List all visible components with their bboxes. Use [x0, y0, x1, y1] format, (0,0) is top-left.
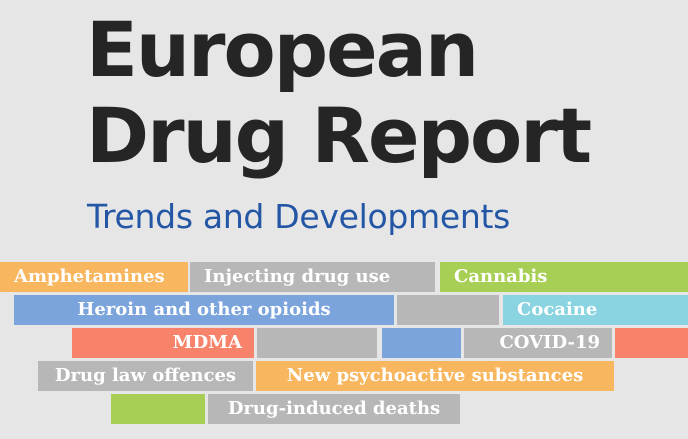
title-line-1: European — [86, 5, 479, 94]
title-line-2: Drug Report — [86, 91, 592, 180]
topic-drug-law-offences: Drug law offences — [38, 361, 253, 391]
grey-block — [257, 328, 377, 358]
topic-cocaine: Cocaine — [503, 295, 688, 325]
topic-cannabis: Cannabis — [440, 262, 688, 292]
green-block — [111, 394, 205, 424]
blue-block — [382, 328, 461, 358]
salmon-block — [615, 328, 688, 358]
topic-new-psychoactive-substances: New psychoactive substances — [256, 361, 614, 391]
topic-covid-19: COVID-19 — [464, 328, 612, 358]
topic-mdma: MDMA — [72, 328, 254, 358]
topic-heroin-opioids: Heroin and other opioids — [14, 295, 394, 325]
subtitle: Trends and Developments — [87, 197, 511, 236]
topic-drug-induced-deaths: Drug-induced deaths — [208, 394, 460, 424]
topic-amphetamines: Amphetamines — [0, 262, 188, 292]
topic-injecting-drug-use: Injecting drug use — [190, 262, 435, 292]
grey-block — [397, 295, 499, 325]
